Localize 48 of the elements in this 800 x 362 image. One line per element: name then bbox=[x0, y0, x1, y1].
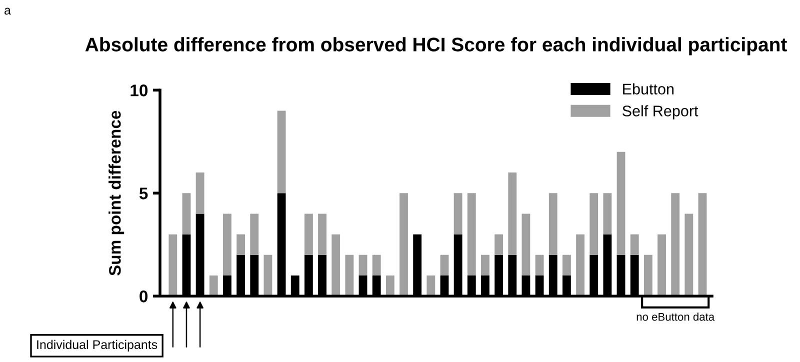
bar bbox=[236, 234, 246, 255]
bar bbox=[658, 234, 666, 296]
bar bbox=[400, 193, 408, 296]
legend-label: Self Report bbox=[622, 105, 698, 120]
bar bbox=[630, 234, 639, 255]
bar bbox=[548, 193, 558, 255]
bar bbox=[277, 110, 286, 194]
bar bbox=[345, 254, 354, 296]
y-axis-title: Sum point difference bbox=[108, 110, 124, 276]
bar bbox=[644, 254, 652, 296]
bar bbox=[318, 214, 326, 255]
bar bbox=[508, 172, 517, 255]
bar bbox=[182, 193, 191, 234]
bar bbox=[684, 214, 694, 296]
text: Individual Participants bbox=[37, 340, 158, 352]
bar bbox=[562, 254, 571, 276]
bar bbox=[358, 254, 368, 276]
bar bbox=[603, 193, 612, 234]
bar bbox=[168, 234, 178, 296]
text: a bbox=[4, 8, 11, 15]
bar bbox=[616, 152, 626, 255]
bar bbox=[467, 193, 476, 276]
y-tick-label: 5 bbox=[139, 188, 148, 200]
bar bbox=[535, 254, 544, 276]
bar bbox=[671, 193, 680, 296]
bar bbox=[590, 193, 598, 255]
bar bbox=[576, 234, 584, 296]
y-tick-label: 10 bbox=[130, 84, 148, 96]
bar bbox=[209, 276, 218, 296]
bar bbox=[426, 276, 436, 296]
y-tick-label: 0 bbox=[140, 290, 148, 302]
bar bbox=[440, 254, 449, 276]
legend-label: Ebutton bbox=[623, 83, 674, 95]
bar bbox=[332, 234, 340, 296]
bar bbox=[196, 172, 204, 214]
bar bbox=[481, 254, 490, 276]
bar bbox=[494, 234, 504, 255]
bar bbox=[386, 276, 394, 296]
bar bbox=[304, 214, 313, 255]
bar bbox=[698, 193, 707, 296]
bar bbox=[250, 214, 259, 255]
bar bbox=[223, 214, 232, 276]
bar bbox=[454, 193, 462, 234]
text: no eButton data bbox=[636, 312, 715, 321]
bar bbox=[372, 254, 381, 276]
chart-title: Absolute difference from observed HCI Score for each individual participant bbox=[85, 37, 787, 56]
bar bbox=[264, 254, 272, 296]
bar bbox=[522, 214, 530, 276]
